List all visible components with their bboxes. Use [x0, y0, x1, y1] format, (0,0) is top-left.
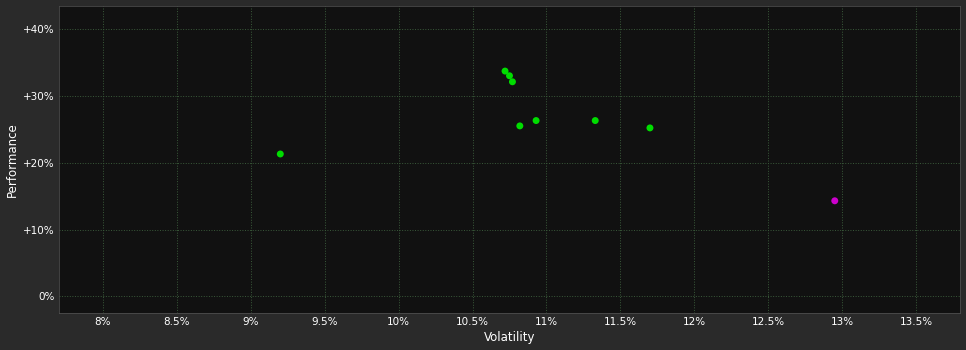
Y-axis label: Performance: Performance — [6, 122, 18, 197]
Point — [497, 68, 513, 74]
Point — [504, 79, 520, 85]
Point — [512, 123, 527, 129]
Point — [827, 198, 842, 204]
Point — [587, 118, 603, 123]
Point — [272, 151, 288, 157]
Point — [642, 125, 658, 131]
Point — [501, 73, 517, 78]
X-axis label: Volatility: Volatility — [484, 331, 535, 344]
Point — [528, 118, 544, 123]
